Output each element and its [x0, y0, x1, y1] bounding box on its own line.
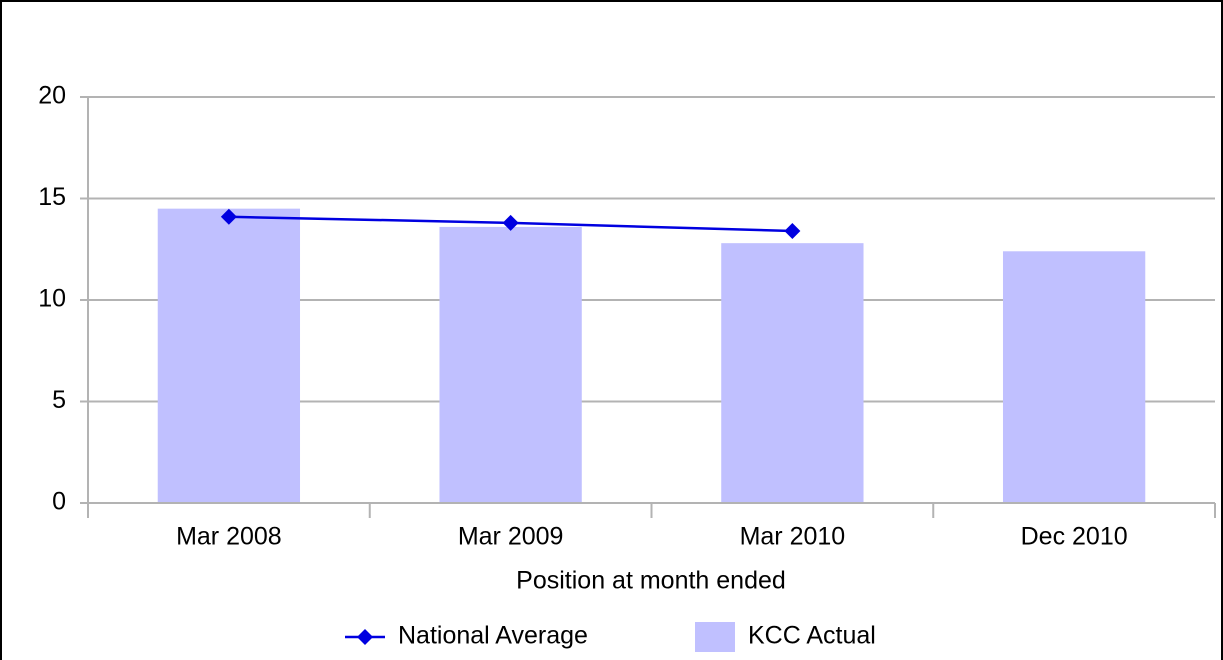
y-tick-label: 20 [38, 82, 66, 110]
x-tick-label: Mar 2008 [176, 523, 282, 551]
legend-swatch [695, 622, 735, 652]
y-tick-label: 15 [38, 183, 66, 211]
bar [1002, 251, 1146, 503]
bar [439, 226, 582, 504]
line-marker [220, 208, 237, 225]
x-axis-label: Position at month ended [516, 567, 786, 595]
legend-label: KCC Actual [748, 622, 876, 650]
bar [721, 243, 864, 503]
legend-label: National Average [398, 622, 588, 650]
x-tick-label: Mar 2009 [458, 523, 564, 551]
y-tick-label: 10 [38, 285, 66, 313]
bar [157, 208, 301, 503]
y-tick-label: 0 [52, 488, 66, 516]
line-marker [502, 214, 519, 231]
legend-marker [357, 629, 373, 645]
x-tick-label: Mar 2010 [740, 523, 846, 551]
y-tick-label: 5 [52, 386, 66, 414]
x-tick-label: Dec 2010 [1021, 523, 1128, 551]
line-marker [784, 222, 801, 239]
